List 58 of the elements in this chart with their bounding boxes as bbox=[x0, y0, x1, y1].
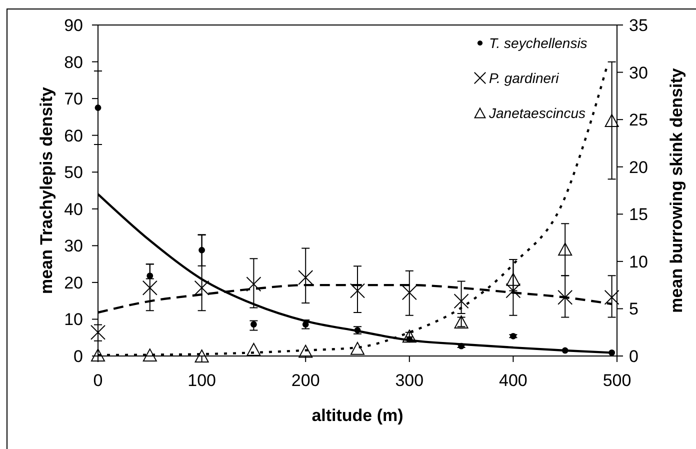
point bbox=[350, 283, 365, 298]
y2-tick-label: 15 bbox=[629, 205, 648, 224]
y2-tick-label: 25 bbox=[629, 110, 648, 130]
x-tick-label: 500 bbox=[602, 371, 632, 390]
point bbox=[604, 290, 620, 305]
point bbox=[298, 270, 314, 286]
point bbox=[246, 276, 262, 292]
point bbox=[94, 104, 102, 111]
y-tick-label: 60 bbox=[64, 126, 83, 146]
legend-label: T. seychellensis bbox=[489, 35, 588, 51]
point bbox=[194, 350, 209, 362]
point bbox=[250, 321, 257, 328]
x-tick-label: 100 bbox=[188, 371, 216, 390]
point bbox=[454, 315, 468, 328]
point bbox=[350, 342, 364, 355]
point bbox=[604, 114, 619, 128]
legend-label: P. gardineri bbox=[489, 70, 560, 86]
point bbox=[142, 280, 158, 296]
y2-tick-label: 10 bbox=[629, 252, 648, 272]
point bbox=[608, 349, 616, 356]
y2-tick-label: 30 bbox=[629, 63, 648, 82]
point bbox=[90, 324, 106, 340]
point bbox=[194, 280, 210, 296]
point bbox=[558, 290, 573, 305]
x-axis-title: altitude (m) bbox=[312, 406, 404, 425]
point bbox=[558, 242, 572, 256]
y-tick-label: 0 bbox=[74, 347, 83, 366]
y-tick-label: 10 bbox=[64, 310, 83, 330]
y2-tick-label: 0 bbox=[629, 347, 638, 366]
point bbox=[562, 347, 568, 354]
point bbox=[454, 294, 469, 309]
point bbox=[198, 246, 205, 254]
x-tick-label: 200 bbox=[291, 371, 320, 390]
y-axis-title: mean Trachylepis density bbox=[37, 86, 56, 294]
y-tick-label: 50 bbox=[64, 163, 83, 182]
y2-tick-label: 35 bbox=[629, 16, 648, 35]
point bbox=[506, 272, 520, 286]
point bbox=[298, 344, 313, 358]
y-tick-label: 70 bbox=[64, 90, 83, 109]
x-tick-label: 400 bbox=[499, 371, 528, 390]
x-tick-label: 0 bbox=[93, 371, 103, 390]
point bbox=[146, 272, 154, 280]
legend-label: Janetaescincus bbox=[488, 105, 586, 121]
point bbox=[91, 348, 105, 362]
point bbox=[402, 330, 416, 343]
y-tick-label: 40 bbox=[64, 200, 83, 219]
y2-tick-label: 20 bbox=[629, 158, 648, 177]
y-tick-label: 90 bbox=[64, 16, 83, 35]
y-tick-label: 20 bbox=[64, 273, 83, 292]
y2-tick-label: 5 bbox=[629, 300, 638, 319]
point bbox=[142, 348, 157, 362]
point bbox=[402, 285, 417, 300]
point bbox=[246, 342, 261, 356]
y-tick-label: 80 bbox=[64, 52, 83, 72]
point bbox=[506, 283, 521, 298]
y-tick-label: 30 bbox=[64, 236, 83, 256]
x-tick-label: 300 bbox=[395, 371, 424, 390]
y2-axis-title: mean burrowing skink density bbox=[667, 68, 686, 313]
